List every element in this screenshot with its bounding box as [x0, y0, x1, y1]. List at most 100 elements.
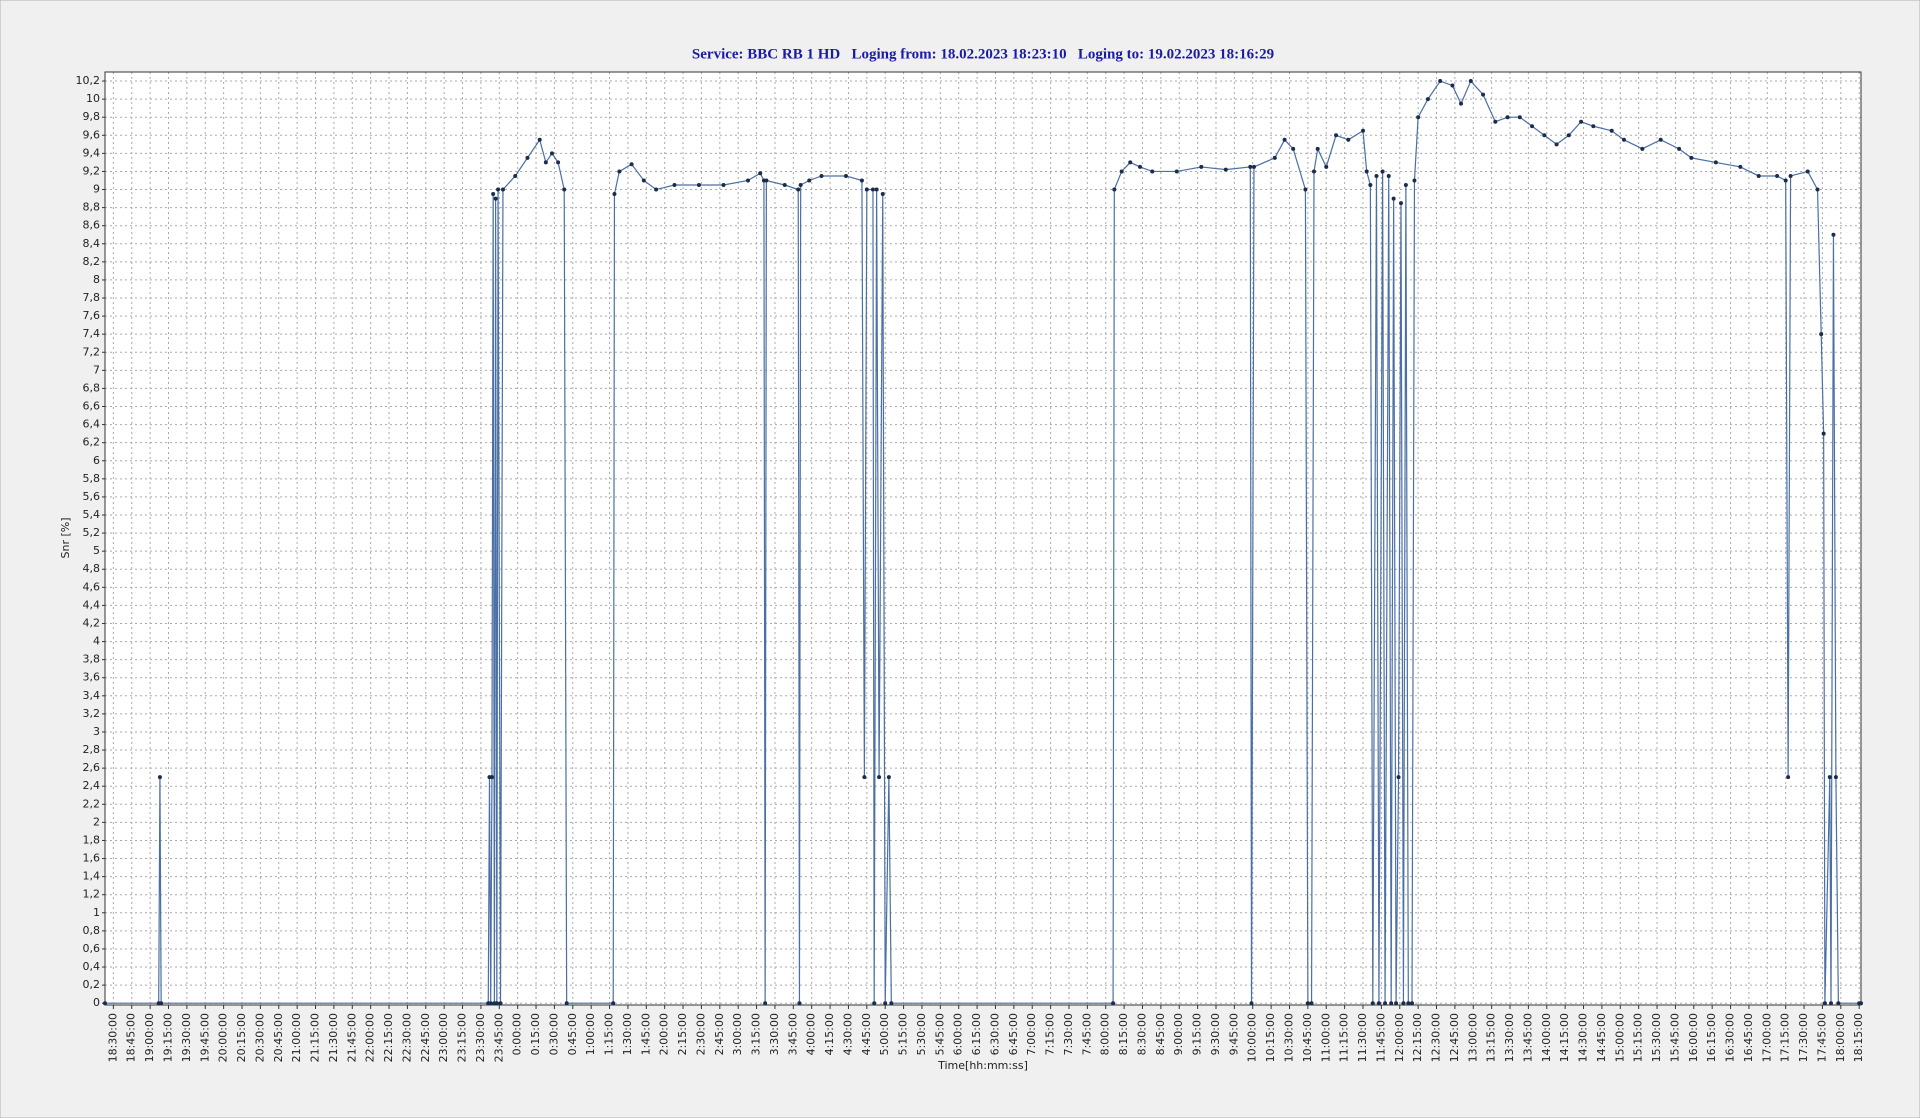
y-tick-label: 0,8	[83, 924, 101, 937]
y-tick-label: 8,4	[83, 237, 101, 250]
x-tick-label: 17:15:00	[1779, 1013, 1792, 1062]
data-point	[1398, 201, 1403, 206]
data-point	[1305, 1001, 1310, 1006]
x-tick-label: 3:15:00	[750, 1013, 763, 1055]
x-tick-label: 8:15:00	[1117, 1013, 1130, 1055]
data-point	[1391, 196, 1396, 201]
data-point	[764, 178, 769, 183]
x-tick-label: 9:00:00	[1172, 1013, 1185, 1055]
y-tick-label: 8	[93, 273, 100, 286]
data-point	[562, 187, 567, 192]
data-point	[1786, 775, 1791, 780]
data-point	[500, 187, 505, 192]
data-point	[157, 775, 162, 780]
y-tick-label: 6,4	[83, 418, 101, 431]
data-point	[1859, 1001, 1863, 1006]
x-tick-label: 7:45:00	[1080, 1013, 1093, 1055]
data-point	[819, 173, 824, 178]
data-point	[1303, 187, 1308, 192]
x-tick-label: 4:00:00	[805, 1013, 818, 1055]
series-line	[105, 79, 1861, 1004]
x-tick-label: 7:15:00	[1044, 1013, 1057, 1055]
y-tick-label: 3	[93, 725, 100, 738]
data-point	[1376, 1001, 1381, 1006]
x-tick-label: 4:15:00	[823, 1013, 836, 1055]
data-point	[1833, 775, 1838, 780]
data-point	[872, 1001, 877, 1006]
x-tick-label: 14:00:00	[1540, 1013, 1553, 1062]
y-tick-label: 2,6	[83, 761, 101, 774]
data-point	[1380, 169, 1385, 174]
x-tick-label: 18:45:00	[125, 1013, 138, 1062]
data-point	[1282, 137, 1287, 142]
x-tick-label: 16:00:00	[1687, 1013, 1700, 1062]
y-tick-label: 6,2	[83, 436, 101, 449]
data-point	[1459, 101, 1464, 106]
x-tick-label: 5:30:00	[915, 1013, 928, 1055]
data-point	[672, 183, 677, 188]
data-point	[1199, 164, 1204, 169]
y-tick-label: 3,2	[83, 707, 101, 720]
y-tick-label: 2,8	[83, 743, 101, 756]
y-tick-label: 3,8	[83, 653, 101, 666]
data-point	[513, 173, 518, 178]
y-tick-label: 5,2	[83, 526, 101, 539]
data-point	[494, 1001, 499, 1006]
y-tick-label: 10	[86, 92, 100, 105]
x-tick-label: 20:15:00	[235, 1013, 248, 1062]
data-point	[1315, 146, 1320, 151]
data-point	[498, 1001, 503, 1006]
data-point	[1450, 83, 1455, 88]
x-tick-label: 23:30:00	[474, 1013, 487, 1062]
data-point	[1783, 178, 1788, 183]
data-point	[1346, 137, 1351, 142]
data-point	[103, 1001, 107, 1006]
data-point	[1394, 1001, 1399, 1006]
x-tick-label: 23:00:00	[437, 1013, 450, 1062]
data-point	[798, 183, 803, 188]
x-tick-label: 19:45:00	[198, 1013, 211, 1062]
x-tick-label: 11:30:00	[1356, 1013, 1369, 1062]
data-point	[1677, 146, 1682, 151]
y-tick-label: 5,6	[83, 490, 101, 503]
data-point	[1621, 137, 1626, 142]
data-point	[1311, 169, 1316, 174]
data-point	[496, 187, 501, 192]
x-tick-label: 8:00:00	[1099, 1013, 1112, 1055]
y-tick-label: 0,4	[83, 960, 101, 973]
y-tick-label: 8,2	[83, 255, 101, 268]
x-tick-label: 10:30:00	[1282, 1013, 1295, 1062]
data-point	[782, 183, 787, 188]
x-tick-label: 4:45:00	[860, 1013, 873, 1055]
data-point	[1410, 1001, 1415, 1006]
y-tick-label: 1	[93, 906, 100, 919]
x-tick-label: 18:30:00	[106, 1013, 119, 1062]
data-point	[1112, 187, 1117, 192]
data-point	[1775, 173, 1780, 178]
y-tick-label: 2	[93, 815, 100, 828]
x-tick-label: 13:45:00	[1521, 1013, 1534, 1062]
x-tick-label: 6:45:00	[1007, 1013, 1020, 1055]
x-tick-label: 6:15:00	[970, 1013, 983, 1055]
data-point	[1361, 128, 1366, 133]
x-tick-label: 22:45:00	[419, 1013, 432, 1062]
data-point	[1815, 187, 1820, 192]
data-point	[1505, 115, 1510, 120]
x-tick-label: 21:00:00	[290, 1013, 303, 1062]
x-tick-label: 1:45:00	[639, 1013, 652, 1055]
data-point	[525, 155, 530, 160]
x-tick-label: 11:45:00	[1374, 1013, 1387, 1062]
x-tick-label: 14:30:00	[1577, 1013, 1590, 1062]
y-tick-label: 4,8	[83, 562, 101, 575]
x-tick-label: 10:00:00	[1246, 1013, 1259, 1062]
data-point	[862, 775, 867, 780]
data-point	[617, 169, 622, 174]
y-tick-label: 6,8	[83, 381, 101, 394]
x-tick-label: 5:00:00	[878, 1013, 891, 1055]
x-tick-label: 23:15:00	[456, 1013, 469, 1062]
x-tick-label: 10:15:00	[1264, 1013, 1277, 1062]
x-tick-label: 17:30:00	[1797, 1013, 1810, 1062]
data-point	[877, 775, 882, 780]
data-point	[1425, 97, 1430, 102]
